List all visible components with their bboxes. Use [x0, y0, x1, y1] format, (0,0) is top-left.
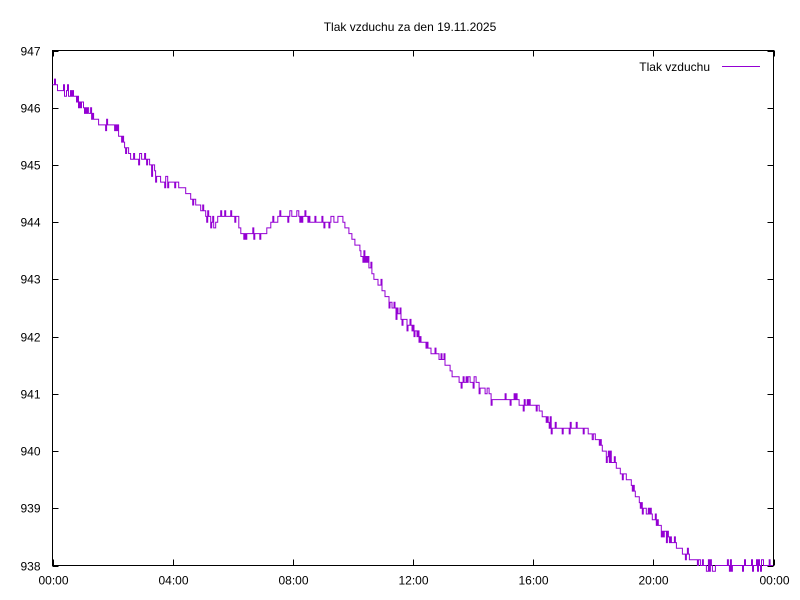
y-tick-label: 944: [20, 216, 40, 230]
x-tick-label: 16:00: [518, 574, 548, 588]
y-axis: 938 939 940 941 942 943 944 945 946 947: [20, 45, 774, 574]
series-layer: [52, 78, 773, 572]
y-tick-label: 940: [20, 445, 40, 459]
x-tick-label: 00:00: [38, 574, 68, 588]
legend: Tlak vzduchu: [639, 60, 760, 74]
plot-frame: [52, 50, 774, 566]
x-tick-label: 08:00: [278, 574, 308, 588]
x-tick-label: 12:00: [398, 574, 428, 588]
x-axis: 00:00 04:00 08:00 12:00 16:00 20:00 00:00: [38, 50, 790, 588]
y-tick-label: 939: [20, 502, 40, 516]
x-tick-label: 20:00: [638, 574, 668, 588]
series-line: [52, 78, 773, 572]
chart-title: Tlak vzduchu za den 19.11.2025: [324, 20, 497, 34]
y-tick-label: 941: [20, 388, 40, 402]
y-tick-label: 945: [20, 159, 40, 173]
y-tick-label: 947: [20, 45, 40, 59]
y-tick-label: 938: [20, 560, 40, 574]
y-tick-label: 946: [20, 102, 40, 116]
legend-label: Tlak vzduchu: [639, 60, 710, 74]
x-tick-label: 04:00: [158, 574, 188, 588]
y-tick-label: 942: [20, 331, 40, 345]
y-tick-label: 943: [20, 273, 40, 287]
x-tick-label: 00:00: [759, 574, 789, 588]
